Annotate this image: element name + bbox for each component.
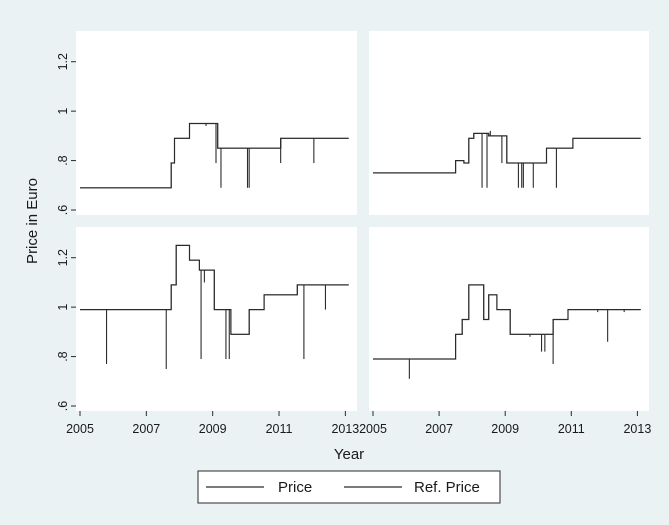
ytick-label: 1.2 xyxy=(56,249,70,266)
xtick-label: 2009 xyxy=(491,422,519,436)
panel-bottom-left-plot-area xyxy=(76,227,357,411)
ytick-label: .6 xyxy=(56,401,70,411)
xtick-label: 2011 xyxy=(558,422,585,436)
panel-bottom-left: .6 .8 1 1.2 2005 2007 2009 2011 2013 xyxy=(56,227,359,436)
legend-label-price: Price xyxy=(278,479,312,496)
xtick-label: 2007 xyxy=(132,422,160,436)
panel-bottom-right-plot-area xyxy=(369,227,649,411)
ytick-label: .6 xyxy=(56,205,70,215)
legend: Price Ref. Price xyxy=(197,470,501,504)
ytick-label: .8 xyxy=(56,155,70,165)
series-line-ref-price xyxy=(80,123,349,189)
panel-bottom-right: 2005 2007 2009 2011 2013 xyxy=(359,227,651,436)
xtick-label: 2009 xyxy=(199,422,227,436)
xtick-label: 2013 xyxy=(331,422,359,436)
ytick-label: 1 xyxy=(56,108,70,115)
series-line-ref-price xyxy=(373,132,641,174)
panel-top-right xyxy=(369,31,649,215)
xtick-label: 2007 xyxy=(425,422,453,436)
x-axis-title: Year xyxy=(334,446,364,463)
legend-label-ref-price: Ref. Price xyxy=(414,479,480,496)
xtick-label: 2005 xyxy=(359,422,387,436)
y-axis-title: Price in Euro xyxy=(24,178,41,264)
panel-top-right-plot-area xyxy=(369,31,649,215)
xtick-label: 2013 xyxy=(623,422,651,436)
xtick-label: 2005 xyxy=(66,422,94,436)
xtick-label: 2011 xyxy=(266,422,293,436)
series-line-ref-price xyxy=(80,244,349,335)
series-line-ref-price xyxy=(373,284,641,360)
panel-top-left: .6 .8 1 1.2 xyxy=(56,31,357,215)
ytick-label: 1.2 xyxy=(56,53,70,70)
ytick-label: .8 xyxy=(56,351,70,361)
ytick-label: 1 xyxy=(56,304,70,311)
